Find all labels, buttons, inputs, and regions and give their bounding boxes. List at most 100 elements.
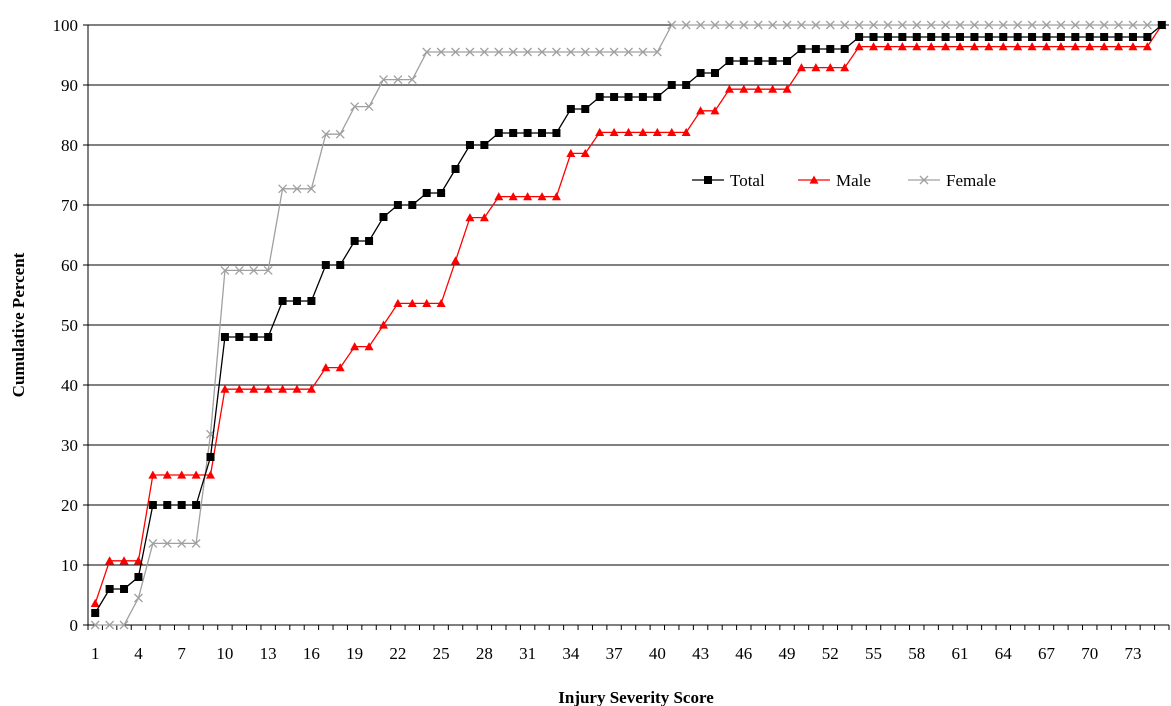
data-point-total — [984, 33, 993, 41]
data-point-male — [133, 556, 143, 565]
data-point-female — [984, 20, 994, 30]
data-point-total — [1128, 33, 1137, 41]
data-point-total — [120, 585, 129, 593]
x-tick-labels: 1 4 7 10 13 16 19 22 25 28 31 34 37 40 43 46 49 52 55 58 61 6… — [91, 644, 1142, 663]
data-point-total — [869, 33, 878, 41]
data-point-female — [148, 538, 158, 548]
data-point-total — [653, 93, 662, 101]
x-tick-label: 46 — [735, 644, 752, 663]
data-point-total — [739, 57, 748, 65]
data-point-female — [624, 47, 633, 57]
data-point-female — [278, 184, 288, 194]
data-point-total — [177, 501, 186, 509]
data-point-female — [1056, 20, 1066, 30]
data-point-male — [1041, 42, 1051, 51]
legend-marker-female — [919, 175, 929, 185]
data-point-male — [1056, 42, 1066, 51]
x-tick-label: 28 — [476, 644, 493, 663]
legend-marker-total — [704, 176, 712, 184]
data-point-female — [508, 47, 518, 57]
data-point-male — [177, 470, 187, 479]
data-point-male — [1099, 42, 1109, 51]
data-point-male — [191, 470, 201, 479]
data-point-female — [393, 75, 403, 85]
data-point-male — [883, 42, 893, 51]
legend-marker-male — [809, 175, 819, 184]
data-point-female — [523, 47, 533, 57]
x-tick-label: 7 — [177, 644, 186, 663]
x-tick-label: 34 — [562, 644, 580, 663]
data-point-female — [969, 20, 979, 30]
data-point-female — [465, 47, 475, 57]
data-point-female — [263, 265, 273, 275]
y-tick-labels: 0 10 20 30 40 50 60 70 80 90 100 — [53, 16, 79, 635]
data-point-total — [494, 129, 503, 137]
data-point-total — [437, 189, 446, 197]
data-point-male — [1142, 42, 1152, 51]
data-point-female — [869, 20, 878, 30]
data-point-female — [292, 184, 302, 194]
data-point-male — [897, 42, 907, 51]
data-point-male — [840, 63, 850, 72]
data-point-male — [162, 470, 172, 479]
data-point-total — [1085, 33, 1094, 41]
data-point-total — [855, 33, 864, 41]
x-axis-title: Injury Severity Score — [558, 688, 714, 706]
data-point-total — [595, 93, 604, 101]
data-point-total — [696, 69, 705, 77]
legend-label: Male — [836, 171, 871, 190]
x-tick-label: 37 — [606, 644, 624, 663]
data-point-female — [1142, 20, 1152, 30]
data-point-total — [667, 81, 676, 89]
data-point-total — [624, 93, 633, 101]
data-point-male — [955, 42, 965, 51]
data-point-male — [234, 384, 244, 393]
data-point-male — [523, 192, 533, 201]
data-point-female — [90, 620, 100, 630]
legend-item-female: Female — [908, 171, 996, 190]
data-point-total — [134, 573, 143, 581]
data-point-male — [609, 127, 619, 136]
data-point-female — [1013, 20, 1023, 30]
data-point-total — [956, 33, 965, 41]
data-point-female — [580, 47, 590, 57]
data-point-total — [163, 501, 172, 509]
data-point-male — [1128, 42, 1138, 51]
x-tick-label: 22 — [389, 644, 406, 663]
data-point-total — [509, 129, 518, 137]
data-point-male — [90, 598, 100, 607]
data-point-male — [479, 213, 489, 222]
data-point-male — [825, 63, 835, 72]
data-point-total — [451, 165, 460, 173]
x-tick-label: 55 — [865, 644, 882, 663]
data-point-female — [768, 20, 778, 30]
data-point-total — [1100, 33, 1109, 41]
data-point-total — [523, 129, 532, 137]
x-tick-label: 52 — [822, 644, 839, 663]
data-point-total — [292, 297, 301, 305]
data-point-total — [422, 189, 431, 197]
data-point-male — [335, 363, 345, 372]
series-total — [91, 21, 1166, 617]
series-group — [90, 20, 1167, 630]
y-tick-label: 80 — [61, 136, 78, 155]
y-axis-title: Cumulative Percent — [9, 252, 28, 397]
data-point-female — [451, 47, 460, 57]
data-point-total — [350, 237, 359, 245]
y-tick-label: 0 — [70, 616, 79, 635]
data-point-male — [422, 298, 432, 307]
data-point-male — [292, 384, 302, 393]
x-tick-label: 58 — [908, 644, 925, 663]
gridlines — [83, 24, 1169, 626]
data-point-female — [1099, 20, 1109, 30]
data-point-female — [191, 538, 201, 548]
data-point-female — [1027, 20, 1037, 30]
data-point-female — [1042, 20, 1051, 30]
data-point-female — [234, 265, 244, 275]
data-point-female — [1085, 20, 1095, 30]
data-point-male — [537, 192, 547, 201]
data-point-total — [91, 609, 100, 617]
data-point-male — [753, 84, 763, 93]
data-point-female — [1070, 20, 1080, 30]
legend-item-male: Male — [798, 171, 871, 190]
